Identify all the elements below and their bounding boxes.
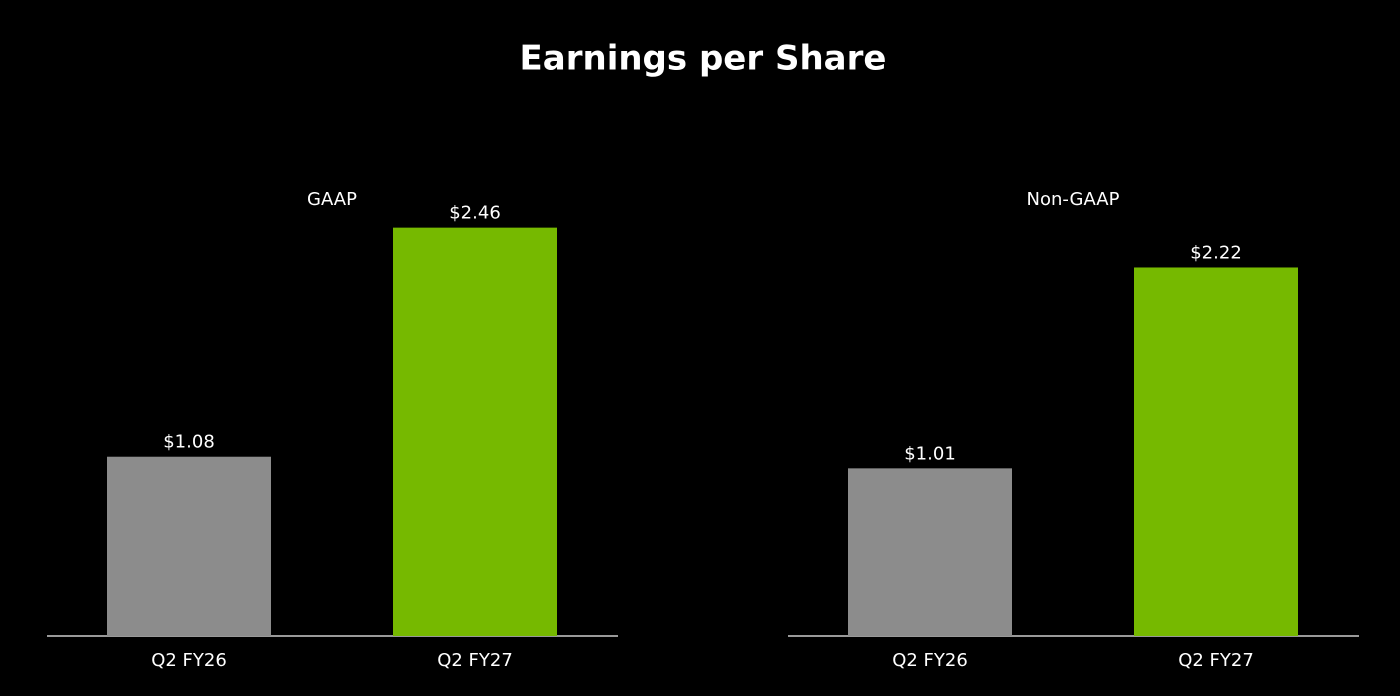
chart-subtitle: GAAP [307, 189, 357, 210]
chart-subtitle: Non-GAAP [1027, 189, 1120, 210]
x-tick-label: Q2 FY26 [892, 650, 968, 671]
x-tick-label: Q2 FY27 [1178, 650, 1254, 671]
value-label: $1.08 [163, 432, 215, 453]
bar [107, 456, 271, 636]
value-label: $2.22 [1190, 242, 1242, 263]
x-tick-label: Q2 FY26 [151, 650, 227, 671]
x-tick-label: Q2 FY27 [437, 650, 513, 671]
bar [848, 468, 1012, 636]
bar [1134, 267, 1298, 636]
value-label: $2.46 [449, 203, 501, 224]
value-label: $1.01 [904, 443, 956, 464]
bar [393, 227, 557, 636]
page-title: Earnings per Share [520, 39, 887, 79]
